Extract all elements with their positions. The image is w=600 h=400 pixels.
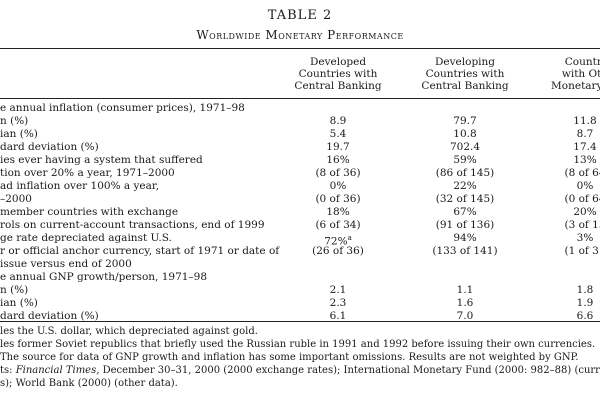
table-cell: (8 of 64 [564, 167, 600, 179]
table-cell: 11.8 [573, 115, 597, 127]
table-cell: (26 of 36) [312, 245, 364, 257]
table-cell: 0% [329, 180, 347, 192]
table-cell: 2.3 [329, 297, 347, 309]
table-cell: 13% [573, 154, 597, 166]
table-cell: 67% [453, 206, 477, 218]
table-cell: 2.1 [329, 284, 347, 296]
table-cell: (8 of 36) [315, 167, 361, 179]
row-label: ian (%) [0, 297, 38, 309]
table-row: e annual inflation (consumer prices), 19… [0, 102, 600, 115]
table-cell: 702.4 [449, 141, 481, 153]
table-cell: 19.7 [326, 141, 350, 153]
note-line: s); World Bank (2000) (other data). [0, 378, 178, 389]
table-row: ian (%) 5.4 10.8 8.7 [0, 128, 600, 141]
note-line: les former Soviet republics that briefly… [0, 339, 596, 350]
row-label: –2000 [0, 193, 32, 205]
table-cell: 8.7 [576, 128, 594, 140]
table-cell: (0 of 64 [564, 193, 600, 205]
table-cell: 3% [576, 232, 594, 244]
row-label: issue versus end of 2000 [0, 258, 132, 270]
top-rule [0, 48, 600, 49]
table-row: dard deviation (%) 6.1 7.0 6.6 [0, 310, 600, 323]
table-cell: (32 of 145) [435, 193, 495, 205]
table-cell: (3 of 15 [564, 219, 600, 231]
table-cell: (86 of 145) [435, 167, 495, 179]
table-cell: 20% [573, 206, 597, 218]
table-cell: 6.1 [329, 310, 347, 322]
table-cell: 7.0 [456, 310, 474, 322]
table-notes: les the U.S. dollar, which depreciated a… [0, 325, 600, 390]
table-cell: 16% [326, 154, 350, 166]
table-title: TABLE 2 [267, 8, 333, 23]
table-row: tion over 20% a year, 1971–2000 (8 of 36)… [0, 167, 600, 180]
header-rule [0, 98, 600, 99]
row-label: n (%) [0, 115, 29, 127]
table-cell: 59% [453, 154, 477, 166]
table-subtitle: Worldwide Monetary Performance [196, 28, 404, 42]
table-row: n (%) 2.1 1.1 1.8 [0, 284, 600, 297]
table-row: issue versus end of 2000 [0, 258, 600, 271]
table-cell: (6 of 34) [315, 219, 361, 231]
table-row: ge rate depreciated against U.S. 72%a 94% 3… [0, 232, 600, 248]
table-cell: 5.4 [329, 128, 347, 140]
row-label: e annual GNP growth/person, 1971–98 [0, 271, 208, 283]
table-cell: (133 of 141) [432, 245, 498, 257]
table-cell: 94% [453, 232, 477, 244]
row-label: n (%) [0, 284, 29, 296]
table-cell: (91 of 136) [435, 219, 495, 231]
row-label: ian (%) [0, 128, 38, 140]
table-row: e annual GNP growth/person, 1971–98 [0, 271, 600, 284]
table-cell: 1.1 [456, 284, 474, 296]
row-label: e annual inflation (consumer prices), 19… [0, 102, 245, 114]
table-cell: 10.8 [453, 128, 477, 140]
note-line: The source for data of GNP growth and in… [0, 352, 579, 363]
column-header-other: Countri with Oth Monetary Sy [551, 56, 600, 92]
footnote-marker: a [347, 234, 352, 242]
table-cell: 79.7 [453, 115, 477, 127]
column-header-developed: Developed Countries with Central Banking [294, 56, 382, 92]
row-label: ies ever having a system that suffered [0, 154, 203, 166]
row-label: member countries with exchange [0, 206, 179, 218]
table-row: ad inflation over 100% a year, 0% 22% 0% [0, 180, 600, 193]
row-label: dard deviation (%) [0, 310, 99, 322]
table-row: r or official anchor currency, start of … [0, 245, 600, 258]
table-cell: (1 of 31 [564, 245, 600, 257]
table-row: –2000 (0 of 36) (32 of 145) (0 of 64 [0, 193, 600, 206]
row-label: rols on current-account transactions, en… [0, 219, 265, 231]
table-cell: 1.6 [456, 297, 474, 309]
column-header-developing: Developing Countries with Central Bankin… [421, 56, 509, 92]
note-line: ts: Financial Times, December 30–31, 200… [0, 365, 600, 376]
table-cell: 18% [326, 206, 350, 218]
row-label: dard deviation (%) [0, 141, 99, 153]
row-label: r or official anchor currency, start of … [0, 245, 280, 257]
table-cell: 1.8 [576, 284, 594, 296]
table-cell: 72%a [324, 234, 352, 248]
row-label: tion over 20% a year, 1971–2000 [0, 167, 175, 179]
bottom-rule [0, 321, 600, 322]
table-row: ian (%) 2.3 1.6 1.9 [0, 297, 600, 310]
table-row: ies ever having a system that suffered 16… [0, 154, 600, 167]
row-label: ad inflation over 100% a year, [0, 180, 160, 192]
table-cell: 22% [453, 180, 477, 192]
table-body: e annual inflation (consumer prices), 19… [0, 102, 600, 323]
table-row: rols on current-account transactions, en… [0, 219, 600, 232]
table-cell: (0 of 36) [315, 193, 361, 205]
table-cell: 0% [576, 180, 594, 192]
table-row: member countries with exchange 18% 67% 20% [0, 206, 600, 219]
table-row: n (%) 8.9 79.7 11.8 [0, 115, 600, 128]
table-cell: 6.6 [576, 310, 594, 322]
table-row: dard deviation (%) 19.7 702.4 17.4 [0, 141, 600, 154]
note-line: les the U.S. dollar, which depreciated a… [0, 326, 258, 337]
table-cell: 17.4 [573, 141, 597, 153]
table-cell: 8.9 [329, 115, 347, 127]
row-label: ge rate depreciated against U.S. [0, 232, 172, 244]
table-cell: 1.9 [576, 297, 594, 309]
